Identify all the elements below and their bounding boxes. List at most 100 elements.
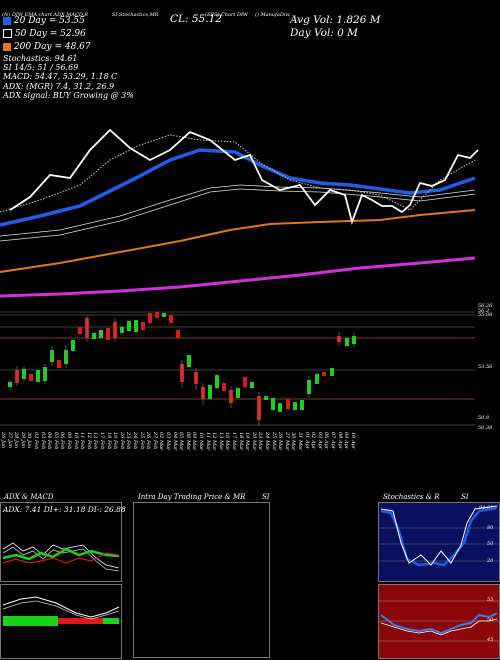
top-codes-eps: (EPS) Chart DIW [205, 12, 249, 18]
candle [330, 368, 334, 376]
rsi-lines [379, 600, 499, 642]
ema20-label: 20 Day = 53.55 [3, 16, 85, 26]
mr-blue-line [380, 612, 498, 635]
macd-signal-line [2, 600, 120, 620]
price-label: 50.38 [478, 425, 493, 431]
macd-histogram-positive-2 [103, 618, 119, 624]
candle [141, 322, 145, 330]
price-label: 53.56 [478, 364, 493, 370]
candle [57, 360, 61, 368]
date-tick-label: 19 Feb [112, 432, 119, 450]
date-tick-label: 05 Feb [52, 432, 59, 450]
date-tick-label: 11 Feb [79, 432, 86, 450]
ema-dotted-line [0, 134, 476, 213]
top-codes-mid: SI,Stochastics,MR [112, 12, 159, 18]
ema200-value: 200 Day = 48.67 [13, 42, 91, 52]
macd-chart [1, 596, 121, 626]
date-tick-label: 01 Apr [303, 432, 310, 450]
date-tick-label: 18 Feb [105, 432, 112, 450]
candle [134, 320, 138, 332]
candle [250, 382, 254, 388]
macd-panel [0, 584, 122, 659]
date-tick-label: 03 Apr [316, 432, 323, 450]
date-tick-label: 07 Apr [330, 432, 336, 450]
date-tick-label: 31 Mar [297, 432, 303, 451]
candle [120, 327, 124, 333]
mr-white-line [380, 618, 498, 636]
avg-volume-label: Avg Vol: 1.826 M [290, 14, 381, 26]
adx-readout: ADX: (MGR) 7.4, 31.2, 26.9 [3, 82, 115, 91]
stoch-panel-title: Stochastics & R [383, 493, 440, 501]
stoch-k-line [380, 506, 498, 567]
di-plus-line [2, 547, 120, 561]
rsi-tick: 55 [487, 597, 494, 603]
date-tick-label: 03 Feb [39, 432, 46, 450]
ema200-swatch [3, 42, 11, 51]
candle [29, 374, 33, 381]
di-minus-line [2, 552, 120, 564]
adx-values: ADX: 7.41 DI+: 31.18 DI-: 26.88 [3, 505, 126, 514]
candle [162, 313, 166, 317]
candle [78, 327, 82, 334]
date-tick-label: 27 Mar [283, 432, 290, 451]
price-label: 50.8 [478, 415, 490, 421]
candle [243, 377, 247, 387]
adx-gray-line [2, 546, 120, 572]
date-tick-label: 13 Mar [217, 432, 224, 451]
date-tick-label: 27 Feb [151, 432, 158, 450]
date-tick-label: 02 Feb [33, 432, 39, 450]
candle [71, 340, 75, 351]
main-price-chart [0, 128, 479, 426]
macd-histogram-negative [58, 618, 103, 624]
ema50-value: 50 Day = 52.96 [14, 29, 86, 39]
date-tick-label: 06 Apr [323, 432, 330, 450]
candle [176, 330, 180, 338]
date-tick-label: 28 Jan [13, 432, 20, 449]
si-readout: SI 14/5: 51 / 56.69 [3, 63, 79, 72]
candle [155, 312, 159, 318]
stoch-value: 94.61 [479, 505, 494, 511]
date-tick-label: 29 Jan [19, 432, 26, 449]
date-tick-label: 04 Feb [46, 432, 53, 450]
candle [293, 402, 297, 410]
date-tick-label: 18 Mar [237, 432, 244, 451]
date-tick-label: 06 Feb [59, 432, 66, 450]
ema50-swatch [3, 29, 12, 38]
date-tick-label: 23 Mar [257, 432, 264, 451]
intraday-panel-title: Intra Day Trading Price & MR [138, 493, 246, 501]
date-tick-label: 10 Apr [349, 432, 356, 450]
candle [278, 403, 282, 412]
company-name: () ManufaDiw ... [255, 12, 297, 18]
band-lower-line [0, 188, 476, 242]
rsi-panel: 55 50 45 [378, 584, 500, 659]
candle [271, 398, 275, 410]
adx-lines [2, 542, 120, 572]
date-tick-label: 26 Feb [145, 432, 152, 450]
stochastics-readout: Stochastics: 94.61 [3, 54, 78, 63]
date-tick-label: 09 Apr [343, 432, 350, 450]
price-label: 56.2 [478, 308, 490, 314]
date-tick-label: 08 Apr [336, 432, 343, 450]
stoch-d-line [380, 505, 498, 566]
macd-readout: MACD: 54.47, 53.29, 1.18 C [3, 72, 118, 81]
date-tick-label: 19 Mar [244, 432, 251, 451]
close-price-label: CL: 55.12 [170, 13, 222, 25]
candle [300, 400, 304, 410]
date-tick-label: 02 Apr [310, 432, 317, 450]
date-tick-label: 13 Feb [92, 432, 99, 450]
date-tick-label: 17 Mar [231, 432, 237, 451]
candle [315, 374, 319, 384]
candle [264, 396, 268, 400]
date-tick-label: 10 Mar [198, 432, 204, 451]
candle [99, 330, 103, 338]
date-tick-label: 04 Mar [171, 432, 178, 451]
candle [322, 372, 326, 376]
date-tick-label: 26 Jan [0, 432, 6, 449]
date-tick-label: 30 Jan [26, 432, 33, 449]
date-tick-label: 09 Mar [191, 432, 198, 451]
adx-panel-title: ADX & MACD [4, 493, 54, 501]
candle [286, 399, 290, 409]
date-tick-label: 25 Feb [138, 432, 145, 450]
date-tick-label: 11 Mar [204, 432, 211, 451]
date-tick-label: 06 Mar [184, 432, 191, 451]
